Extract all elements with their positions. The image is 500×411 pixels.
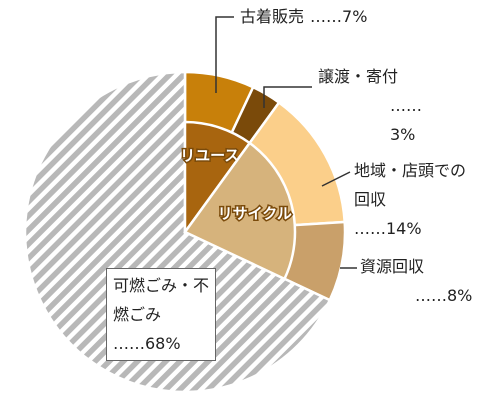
leader-line (263, 86, 312, 108)
value-label: ……68% (113, 334, 181, 353)
category-label: 古着販売 (240, 7, 305, 26)
category-label: 譲渡・寄付 (318, 67, 399, 86)
category-label: 可燃ごみ・不燃ごみ (113, 276, 210, 324)
category-label: 地域・店頭での回収 (354, 161, 467, 209)
category-label: 資源回収 (360, 257, 425, 276)
value-label: ……8% (415, 286, 473, 305)
value-label: ……7% (310, 7, 368, 26)
slice-label: 資源回収 ……8% (360, 252, 480, 310)
slice-label: 地域・店頭での回収 ……14% (354, 156, 478, 243)
slice-label: 譲渡・寄付 ……3% (318, 62, 438, 149)
slice-label: 古着販売 ……7% (240, 2, 440, 31)
pie-slice (23, 70, 332, 394)
leader-line (215, 16, 234, 93)
value-label: ……3% (390, 96, 422, 144)
group-label: リサイクル (218, 205, 292, 223)
slice-label: 可燃ごみ・不燃ごみ ……68% (106, 268, 216, 361)
value-label: ……14% (354, 219, 422, 238)
leader-lines (215, 16, 357, 269)
group-label: リユース (180, 146, 239, 164)
leader-line (321, 171, 351, 187)
group-wedge (183, 141, 297, 281)
